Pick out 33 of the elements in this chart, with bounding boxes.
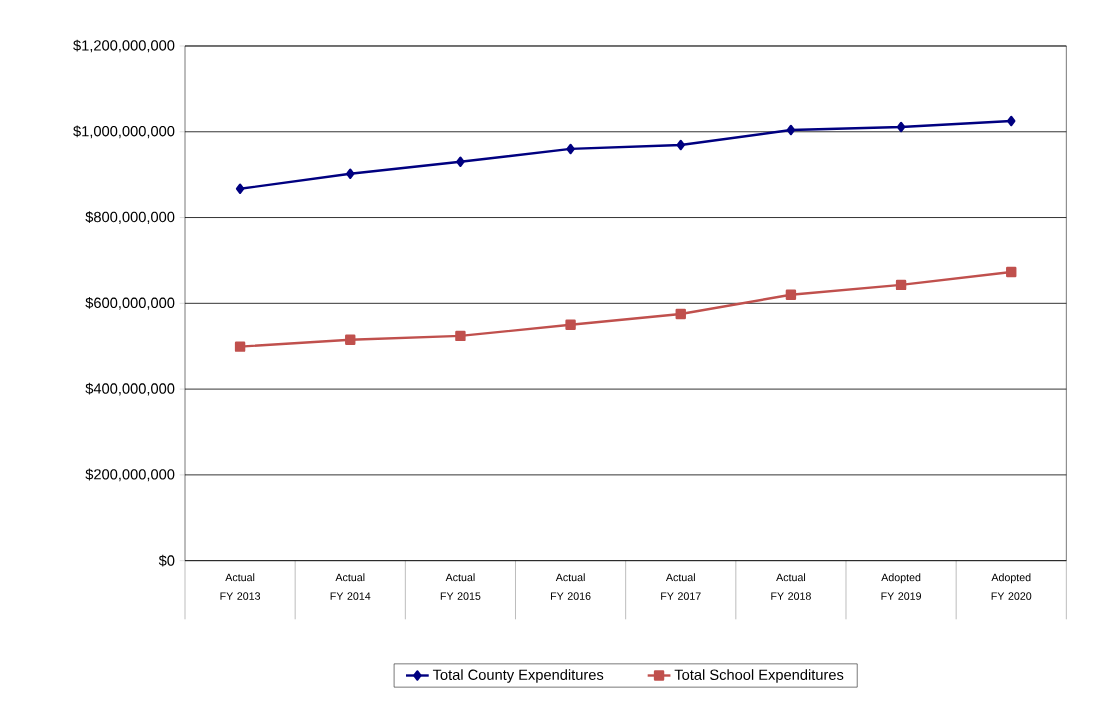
point [346,168,355,179]
point [1007,115,1016,127]
point [786,124,796,136]
x-tick-label: Actual FY 2014 [330,573,371,600]
x-tick-label: Actual FY 2018 [771,573,811,600]
x-tick-label: Actual FY 2013 [220,573,261,600]
point [234,341,246,352]
y-tick-label: $1,000,000,000 [73,125,175,139]
y-tick-label: $400,000,000 [85,382,175,396]
point [566,143,575,155]
point [676,139,685,151]
y-tick-label: $200,000,000 [85,468,175,482]
point [565,319,576,330]
legend-label: Total County Expenditures [432,669,604,683]
x-tick-label: Actual FY 2015 [440,573,481,600]
point [895,279,907,291]
y-tick-label: $1,200,000,000 [73,39,175,53]
y-tick-label: $0 [158,554,175,567]
legend-label: Total School Expenditures [674,669,844,683]
point [235,183,245,195]
point [345,334,356,345]
point [456,156,465,167]
y-tick-label: $800,000,000 [85,211,175,224]
y-tick-label: $600,000,000 [85,296,175,310]
point [455,330,466,342]
point [1006,266,1017,278]
x-tick-label: Adopted FY 2020 [991,573,1032,600]
point [675,308,686,320]
x-tick-label: Actual FY 2017 [661,573,701,600]
point [785,289,797,300]
point [896,121,906,133]
x-tick-label: Adopted FY 2019 [881,573,922,600]
x-tick-label: Actual FY 2016 [551,573,591,600]
